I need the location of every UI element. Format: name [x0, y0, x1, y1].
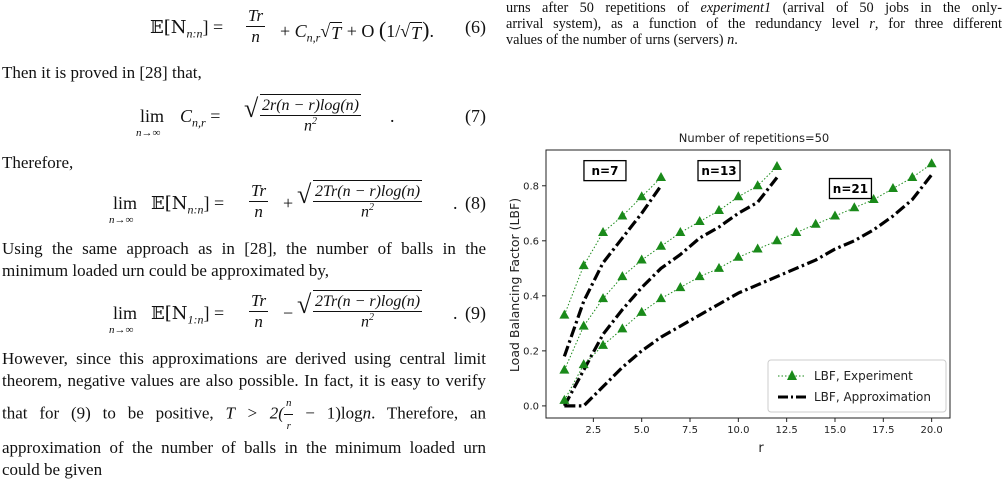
approximation-line-n=21 — [564, 173, 933, 408]
experiment-marker-n=13 — [675, 227, 686, 237]
x-axis-label: r — [758, 441, 764, 456]
experiment-marker-n=21 — [733, 251, 744, 261]
experiment-marker-n=21 — [907, 172, 918, 182]
experiment-marker-n=21 — [791, 227, 802, 237]
legend-experiment-marker — [787, 370, 797, 380]
x-tick-label: 12.5 — [776, 425, 798, 436]
approximation-line-n=7 — [562, 184, 663, 357]
experiment-marker-n=13 — [752, 180, 763, 190]
experiment-marker-n=7 — [617, 210, 628, 220]
experiment-marker-n=13 — [656, 240, 667, 250]
experiment-marker-n=21 — [714, 262, 725, 272]
experiment-line-n=7 — [563, 177, 662, 316]
legend-box — [767, 359, 947, 413]
experiment-marker-n=21 — [694, 271, 705, 281]
experiment-marker-n=7 — [578, 260, 589, 270]
experiment-marker-n=13 — [694, 216, 705, 226]
experiment-marker-n=21 — [598, 339, 609, 349]
series-group — [559, 158, 937, 408]
y-tick-label: 0.6 — [523, 236, 539, 247]
y-axis-label: Load Balancing Factor (LBF) — [507, 198, 522, 372]
experiment-marker-n=21 — [617, 323, 628, 333]
experiment-marker-n=13 — [771, 161, 782, 171]
equation-6: 𝔼[Nn:n] = Tr n + Cn,r√T + O (1/√T). (6) — [150, 6, 486, 46]
x-tick-label: 10.0 — [727, 425, 749, 436]
y-tick-label: 0.2 — [523, 346, 539, 357]
experiment-marker-n=21 — [868, 194, 879, 204]
experiment-marker-n=21 — [810, 218, 821, 228]
group-label-box — [828, 177, 873, 200]
experiment-marker-n=21 — [887, 183, 898, 193]
paragraph-however: However, since this approximations are d… — [2, 349, 486, 479]
x-tick-label: 5.0 — [634, 425, 650, 436]
equation-7: lim n→∞ Cn,r = √ 2r(n − r)log(n) n2 . (7… — [136, 94, 486, 139]
legend: LBF, Experiment LBF, Approximation — [767, 359, 947, 413]
experiment-marker-n=21 — [578, 359, 589, 369]
experiment-marker-n=7 — [656, 172, 667, 182]
figure-caption: urns after 50 repetitions of experiment1… — [506, 0, 1003, 48]
experiment-marker-n=21 — [675, 282, 686, 292]
experiment-marker-n=13 — [598, 293, 609, 303]
experiment-marker-n=21 — [559, 394, 570, 404]
chart-title: Number of repetitions=50 — [679, 131, 830, 145]
axes-group: 2.5 5.0 7.5 10.0 12.5 15.0 17.5 20.0 0.0 0.2 0.4 0.… — [523, 181, 943, 436]
experiment-marker-n=13 — [636, 254, 647, 264]
paragraph-therefore: Therefore, — [2, 153, 74, 172]
experiment-marker-n=21 — [771, 235, 782, 245]
x-tick-label: 7.5 — [682, 425, 698, 436]
experiment-marker-n=21 — [656, 293, 667, 303]
equation-9: lim n→∞ 𝔼[N1:n] = Tr n − √ 2Tr(n − r)log… — [109, 290, 486, 336]
y-tick-label: 0.4 — [523, 291, 539, 302]
figure-column: urns after 50 repetitions of experiment1… — [506, 0, 1006, 483]
x-tick-label: 2.5 — [585, 425, 601, 436]
legend-experiment-label: LBF, Experiment — [814, 369, 913, 383]
experiment-marker-n=21 — [829, 210, 840, 220]
experiment-marker-n=13 — [559, 364, 570, 374]
paragraph-approach: Using the same approach as in [28], the … — [2, 239, 486, 280]
experiment-marker-n=7 — [559, 309, 570, 319]
group-label-n=7: n=7 — [591, 164, 618, 178]
experiment-marker-n=13 — [617, 271, 628, 281]
x-tick-label: 20.0 — [921, 425, 943, 436]
approximation-line-n=13 — [562, 176, 779, 407]
experiment-marker-n=13 — [733, 191, 744, 201]
legend-approximation-label: LBF, Approximation — [814, 390, 931, 404]
paper-left-column: 𝔼[Nn:n] = Tr n + Cn,r√T + O (1/√T). (6) … — [0, 0, 490, 483]
group-label-n=21: n=21 — [833, 182, 868, 196]
y-tick-label: 0.0 — [523, 401, 539, 412]
plot-area — [545, 149, 951, 419]
experiment-marker-n=21 — [849, 202, 860, 212]
y-tick-label: 0.8 — [523, 181, 539, 192]
x-tick-label: 15.0 — [824, 425, 846, 436]
group-label-box — [697, 159, 741, 182]
group-label-box — [583, 159, 627, 182]
group-labels: n=7 n=13 n=21 — [583, 159, 873, 200]
experiment-marker-n=13 — [714, 205, 725, 215]
experiment-marker-n=7 — [636, 191, 647, 201]
x-tick-label: 17.5 — [872, 425, 894, 436]
lbf-line-chart: Number of repetitions=50 2.5 5.0 7.5 10.0 12… — [507, 131, 951, 456]
experiment-marker-n=7 — [598, 227, 609, 237]
experiment-marker-n=21 — [636, 306, 647, 316]
paragraph-proved: Then it is proved in [28] that, — [2, 63, 202, 82]
experiment-marker-n=21 — [752, 243, 763, 253]
group-label-n=13: n=13 — [701, 164, 736, 178]
experiment-marker-n=13 — [578, 320, 589, 330]
equation-8: lim n→∞ 𝔼[Nn:n] = Tr n + √ 2Tr(n − r)log… — [109, 180, 486, 226]
experiment-line-n=13 — [563, 166, 778, 371]
experiment-marker-n=21 — [926, 158, 937, 168]
